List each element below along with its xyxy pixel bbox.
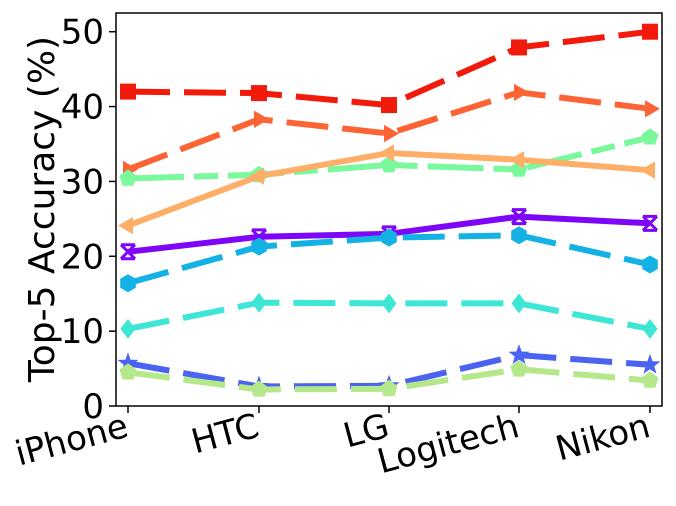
series-2 — [123, 83, 660, 179]
series-6-point-4 — [511, 226, 527, 245]
series-6 — [120, 226, 658, 293]
series-2-point-4 — [514, 83, 529, 101]
y-tick-label: 40 — [61, 88, 104, 128]
series-9-point-4 — [510, 360, 528, 377]
y-axis-label: Top-5 Accuracy (%) — [22, 36, 63, 383]
series-9 — [119, 360, 659, 397]
series-1-point-1 — [120, 83, 136, 100]
series-4-point-4 — [509, 151, 524, 169]
series-6-point-2 — [251, 237, 267, 256]
series-4-point-1 — [118, 216, 133, 235]
y-tick-label: 0 — [82, 387, 104, 427]
series-8-point-5 — [639, 353, 661, 374]
series-2-point-3 — [384, 124, 399, 143]
series-1-point-4 — [511, 39, 527, 56]
x-tick-label: iPhone — [11, 406, 132, 474]
series-8-point-4 — [508, 344, 530, 364]
series-6-point-3 — [381, 228, 397, 247]
series-1 — [120, 23, 658, 114]
x-tick-label: HTC — [187, 406, 263, 462]
series-9-point-3 — [380, 379, 398, 397]
series-3-point-5 — [641, 128, 659, 145]
y-tick-label: 10 — [61, 312, 104, 352]
series-4-point-3 — [379, 144, 394, 162]
series-1-point-3 — [381, 97, 397, 114]
series-layer — [117, 23, 661, 397]
series-9-point-1 — [119, 363, 137, 380]
series-5-point-1 — [119, 243, 137, 261]
series-6-line — [127, 232, 651, 287]
series-7-point-1 — [120, 318, 136, 339]
series-6-point-1 — [120, 274, 136, 293]
series-9-point-5 — [641, 371, 659, 388]
series-4 — [118, 144, 655, 235]
series-7-point-2 — [251, 292, 267, 313]
series-7-point-5 — [642, 318, 658, 339]
series-3-point-1 — [119, 169, 137, 186]
series-1-point-5 — [642, 23, 658, 40]
x-tick-label: Nikon — [552, 406, 655, 469]
series-7-point-3 — [381, 293, 397, 314]
plot-background — [116, 13, 662, 406]
series-4-point-2 — [249, 167, 264, 185]
series-6-point-5 — [642, 255, 658, 274]
series-2-point-2 — [254, 110, 269, 128]
series-4-point-5 — [640, 161, 655, 179]
series-5-point-2 — [250, 228, 268, 246]
x-tick-label: Logitech — [373, 406, 523, 482]
series-5-point-5 — [641, 214, 659, 232]
series-9-point-2 — [250, 380, 268, 397]
series-8-point-1 — [117, 352, 139, 373]
y-tick-label: 50 — [61, 13, 104, 53]
series-3-line — [127, 134, 651, 182]
y-tick-label: 30 — [61, 162, 104, 202]
series-7-point-4 — [511, 293, 527, 314]
y-tick-label: 20 — [61, 237, 104, 277]
series-2-point-5 — [645, 100, 660, 118]
series-1-point-2 — [251, 85, 267, 102]
series-7 — [120, 292, 658, 339]
series-2-line — [126, 89, 651, 173]
series-5-point-4 — [510, 208, 528, 226]
